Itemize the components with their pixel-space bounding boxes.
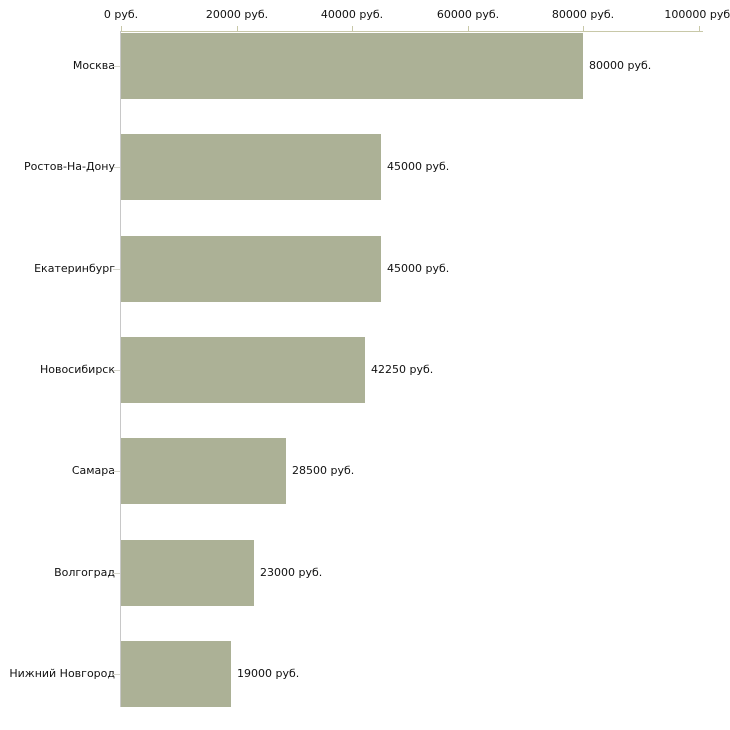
bar	[121, 134, 381, 200]
x-axis-tick-mark	[121, 26, 122, 32]
x-axis-tick-label: 0 руб.	[103, 8, 139, 21]
bar	[121, 337, 365, 403]
x-axis-tick-label: 20000 руб.	[205, 8, 269, 21]
x-axis-line	[121, 31, 703, 32]
category-label: Самара	[71, 464, 115, 477]
x-axis-tick-label: 100000 руб.	[664, 8, 730, 21]
x-axis-tick-mark	[699, 26, 700, 32]
value-label: 42250 руб.	[371, 363, 434, 376]
category-tick-mark	[113, 370, 120, 371]
x-axis-tick-label: 40000 руб.	[320, 8, 384, 21]
value-label: 45000 руб.	[387, 262, 450, 275]
bar	[121, 540, 254, 606]
category-label: Волгоград	[54, 566, 115, 579]
x-axis-tick-label: 60000 руб.	[436, 8, 500, 21]
x-axis-tick-mark	[237, 26, 238, 32]
bar	[121, 641, 231, 707]
value-label: 45000 руб.	[387, 160, 450, 173]
x-axis-tick-mark	[352, 26, 353, 32]
bar	[121, 236, 381, 302]
category-label: Екатеринбург	[34, 262, 115, 275]
bar	[121, 33, 583, 99]
category-label: Москва	[72, 59, 115, 72]
value-label: 28500 руб.	[292, 464, 355, 477]
category-tick-mark	[113, 269, 120, 270]
category-label: Новосибирск	[39, 363, 115, 376]
x-axis-tick-label: 80000 руб.	[551, 8, 615, 21]
category-label: Ростов-На-Дону	[23, 160, 115, 173]
x-axis-tick-mark	[583, 26, 584, 32]
value-label: 23000 руб.	[260, 566, 323, 579]
category-tick-mark	[113, 573, 120, 574]
bar	[121, 438, 286, 504]
category-label: Нижний Новгород	[9, 667, 115, 680]
x-axis-tick-mark	[468, 26, 469, 32]
category-tick-mark	[113, 66, 120, 67]
category-tick-mark	[113, 471, 120, 472]
category-tick-mark	[113, 167, 120, 168]
category-tick-mark	[113, 674, 120, 675]
value-label: 19000 руб.	[237, 667, 300, 680]
y-axis-line	[120, 31, 121, 707]
value-label: 80000 руб.	[589, 59, 652, 72]
